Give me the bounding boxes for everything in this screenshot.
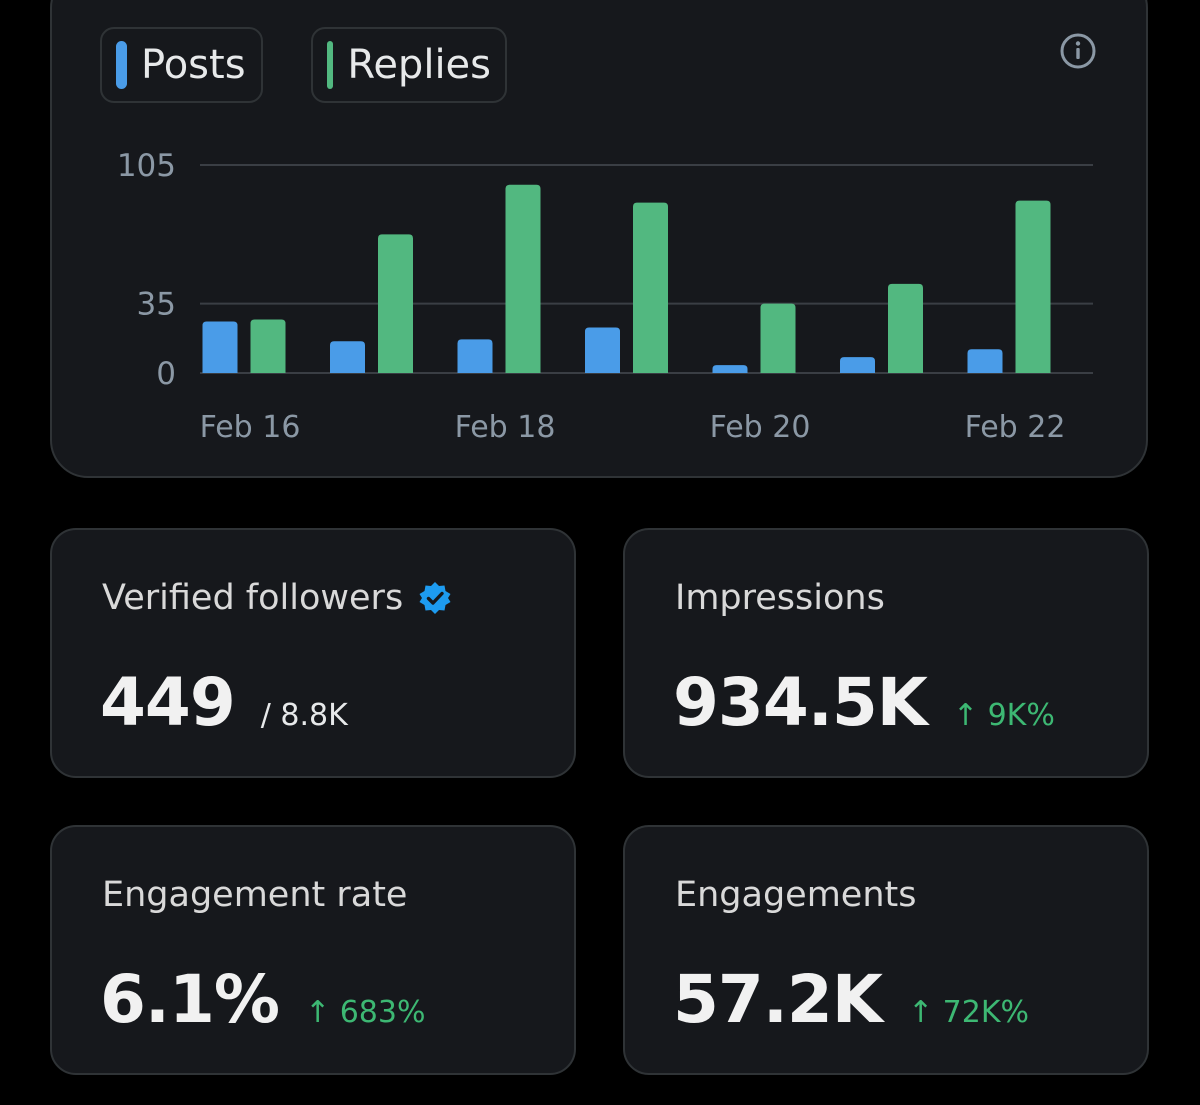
impressions-card[interactable]: Impressions 934.5K ↑ 9K% xyxy=(623,528,1149,778)
chart-card xyxy=(50,0,1148,478)
replies-bar-feb-16[interactable] xyxy=(250,319,286,373)
engagements-label: Engagements xyxy=(675,875,917,915)
posts-bar-feb-21[interactable] xyxy=(840,357,875,373)
engagements-label-row: Engagements xyxy=(675,875,916,915)
x-tick-label: Feb 18 xyxy=(455,410,556,445)
engagement-rate-label: Engagement rate xyxy=(102,875,408,915)
verified-followers-label-row: Verified followers xyxy=(102,578,453,618)
posts-bar-feb-22[interactable] xyxy=(967,349,1003,373)
verified-followers-card[interactable]: Verified followers 449 / 8.8K xyxy=(50,528,576,778)
y-tick-label: 35 xyxy=(137,287,176,323)
posts-bar-feb-19[interactable] xyxy=(585,327,620,373)
y-tick-label: 0 xyxy=(156,356,176,392)
engagement-rate-label-row: Engagement rate xyxy=(102,875,407,915)
replies-color-swatch xyxy=(327,41,334,89)
info-icon[interactable] xyxy=(1059,32,1097,70)
total-followers-value: / 8.8K xyxy=(260,698,348,733)
posts-bar-feb-17[interactable] xyxy=(330,341,365,373)
impressions-label: Impressions xyxy=(675,578,885,618)
x-tick-label: Feb 16 xyxy=(200,410,301,445)
engagement-rate-card[interactable]: Engagement rate 6.1% ↑ 683% xyxy=(50,825,576,1075)
replies-bar-feb-17[interactable] xyxy=(378,234,413,373)
verified-followers-value: 449 xyxy=(100,664,236,741)
x-tick-label: Feb 20 xyxy=(710,410,811,445)
engagements-card[interactable]: Engagements 57.2K ↑ 72K% xyxy=(623,825,1149,1075)
posts-bar-feb-20[interactable] xyxy=(712,365,748,373)
impressions-value-row: 934.5K ↑ 9K% xyxy=(673,664,1055,741)
impressions-value: 934.5K xyxy=(673,664,928,741)
posts-bar-feb-18[interactable] xyxy=(457,339,493,373)
engagements-value-row: 57.2K ↑ 72K% xyxy=(673,961,1029,1038)
x-tick-label: Feb 22 xyxy=(965,410,1066,445)
replies-bar-feb-19[interactable] xyxy=(633,202,668,373)
legend-replies-label: Replies xyxy=(347,42,491,88)
bar-chart: 0 35 105 Feb 16 Feb 18 Feb 20 Feb 22 xyxy=(117,148,1093,445)
engagement-rate-value-row: 6.1% ↑ 683% xyxy=(100,961,426,1038)
engagements-delta: ↑ 72K% xyxy=(907,995,1030,1030)
verified-badge-icon xyxy=(419,582,451,614)
posts-bar-feb-16[interactable] xyxy=(202,321,238,373)
legend-posts-toggle[interactable]: Posts xyxy=(100,27,263,103)
engagement-rate-value: 6.1% xyxy=(100,961,280,1038)
replies-bar-feb-20[interactable] xyxy=(760,303,796,373)
legend-posts-label: Posts xyxy=(141,42,246,88)
legend-replies-toggle[interactable]: Replies xyxy=(311,27,507,103)
replies-bar-feb-22[interactable] xyxy=(1015,200,1051,373)
engagement-rate-delta: ↑ 683% xyxy=(305,995,426,1030)
impressions-delta: ↑ 9K% xyxy=(952,698,1055,733)
y-tick-label: 105 xyxy=(117,148,176,184)
engagements-value: 57.2K xyxy=(673,961,883,1038)
verified-followers-value-row: 449 / 8.8K xyxy=(100,664,348,741)
posts-color-swatch xyxy=(116,41,127,89)
impressions-label-row: Impressions xyxy=(675,578,885,618)
verified-followers-label: Verified followers xyxy=(102,578,404,618)
replies-bar-feb-21[interactable] xyxy=(888,283,923,373)
replies-bar-feb-18[interactable] xyxy=(505,184,541,373)
